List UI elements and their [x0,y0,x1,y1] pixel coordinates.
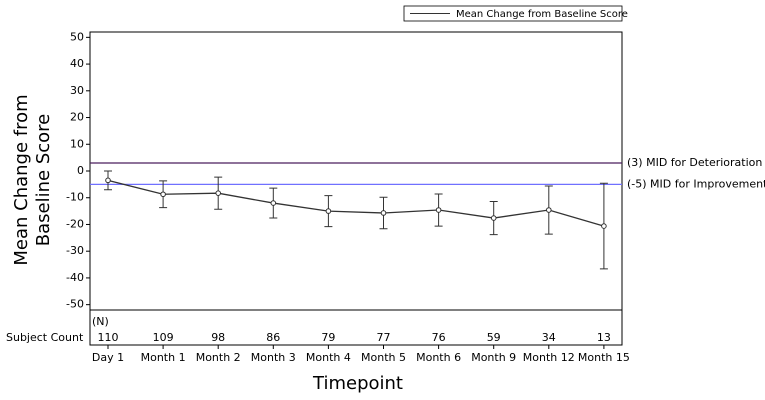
point [270,200,277,206]
y-tick-label: -10 [66,191,84,204]
y-tick-label: -40 [66,271,84,284]
y-axis-title: Baseline Score [33,114,54,246]
point [490,215,497,221]
point [601,223,607,229]
x-tick-label: Month 3 [251,351,296,364]
x-tick-label: Month 1 [141,351,186,364]
y-tick-label: -50 [66,298,84,311]
x-tick-label: Month 12 [523,351,575,364]
subject-count: 77 [377,331,391,344]
y-tick-label: 10 [70,137,84,150]
count-row-label: Subject Count [6,331,84,344]
x-tick-label: Day 1 [92,351,124,364]
y-tick-label: 40 [70,57,84,70]
y-tick-label: 50 [70,30,84,43]
y-tick-label: -20 [66,217,84,230]
legend [403,5,623,22]
x-tick-label: Month 6 [416,351,461,364]
y-tick-label: -30 [66,244,84,257]
x-tick-label: Month 4 [306,351,351,364]
point [546,207,552,213]
subject-count: 79 [321,331,335,344]
subject-count: 59 [487,331,501,344]
y-axis-title: Mean Change from [11,94,32,265]
x-tick-label: Month 9 [471,351,516,364]
x-tick-label: Month 5 [361,351,406,364]
y-tick-label: 0 [77,164,84,177]
point [105,177,111,184]
subject-count: 98 [211,331,225,344]
x-axis-title: Timepoint [312,373,403,394]
subject-count: 76 [432,331,446,344]
plot-frame [89,31,623,311]
series-line [107,179,605,227]
subject-count: 86 [266,331,280,344]
reference-label: (-5) MID for Improvement [627,177,765,190]
point [325,208,332,214]
legend-label: Mean Change from Baseline Score [456,9,628,20]
count-frame [89,309,623,346]
reference-label: (3) MID for Deterioration [627,156,762,169]
x-tick-label: Month 15 [578,351,630,364]
point [435,207,442,213]
x-tick-label: Month 2 [196,351,241,364]
subject-count: 34 [542,331,556,344]
subject-count: 109 [153,331,174,344]
subject-count: 13 [597,331,611,344]
y-tick-label: 30 [70,84,84,97]
subject-count: 110 [98,331,119,344]
point [380,210,387,216]
y-tick-label: 20 [70,111,84,124]
point [215,190,221,196]
count-header: (N) [92,315,109,328]
point [160,191,166,198]
